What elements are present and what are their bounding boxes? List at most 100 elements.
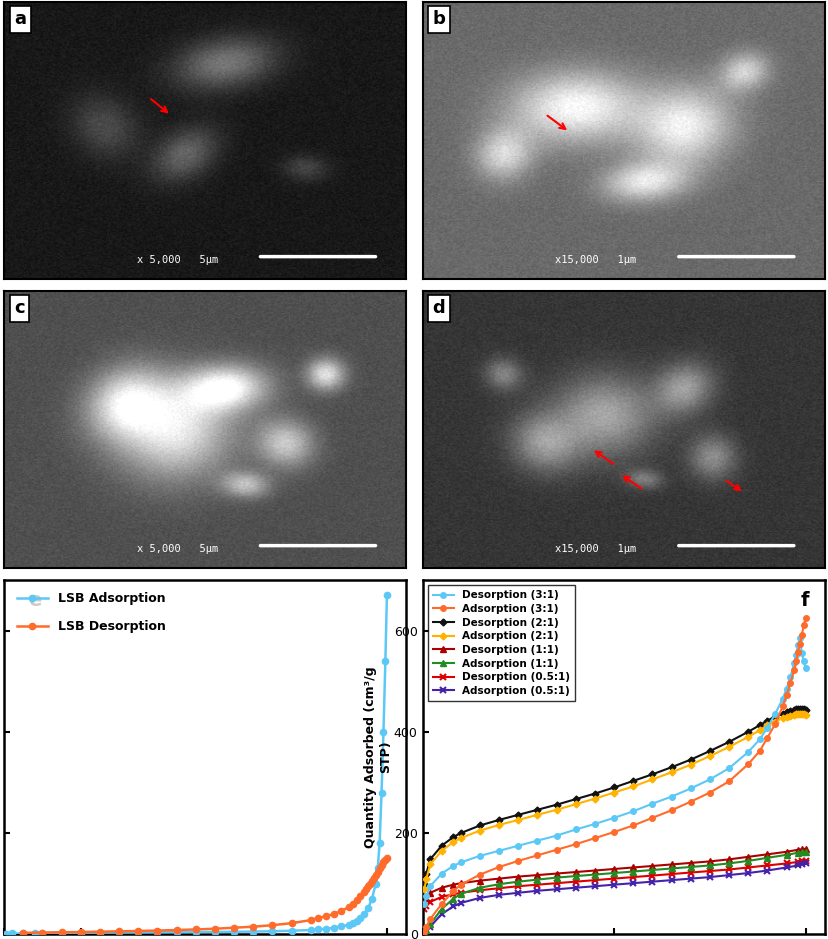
- Desorption (0.5:1): [436, 891, 446, 902]
- Desorption (0.5:1): [419, 903, 429, 915]
- Text: x15,000   1μm: x15,000 1μm: [555, 544, 636, 554]
- Desorption (3:1): [551, 830, 561, 841]
- Desorption (2:1): [590, 788, 599, 799]
- LSB Desorption: [133, 925, 143, 936]
- LSB Adsorption: [56, 927, 66, 938]
- LSB Desorption: [18, 927, 28, 938]
- Desorption (3:1): [609, 812, 619, 824]
- Adsorption (2:1): [800, 709, 810, 720]
- Adsorption (2:1): [609, 787, 619, 798]
- Adsorption (2:1): [647, 774, 657, 785]
- Adsorption (2:1): [421, 873, 431, 885]
- Desorption (3:1): [743, 747, 753, 758]
- Adsorption (3:1): [788, 665, 798, 676]
- Desorption (2:1): [570, 793, 580, 805]
- Desorption (3:1): [753, 733, 763, 745]
- Adsorption (2:1): [794, 708, 804, 719]
- LSB Desorption: [286, 917, 296, 929]
- Desorption (1:1): [436, 882, 446, 893]
- LSB Adsorption: [267, 926, 277, 937]
- Adsorption (3:1): [753, 746, 763, 757]
- Desorption (3:1): [513, 840, 522, 852]
- Adsorption (1:1): [666, 863, 676, 874]
- Desorption (0.5:1): [743, 862, 753, 873]
- Desorption (0.5:1): [792, 856, 802, 868]
- Adsorption (2:1): [777, 713, 787, 724]
- Desorption (2:1): [788, 704, 798, 716]
- Desorption (3:1): [792, 639, 802, 651]
- Desorption (1:1): [781, 846, 791, 857]
- Adsorption (3:1): [448, 885, 458, 897]
- LSB Adsorption: [306, 924, 315, 935]
- LSB Desorption: [373, 866, 383, 877]
- LSB Adsorption: [376, 787, 386, 798]
- Adsorption (0.5:1): [532, 885, 542, 897]
- Desorption (0.5:1): [570, 876, 580, 887]
- Line: Adsorption (1:1): Adsorption (1:1): [421, 849, 807, 936]
- Adsorption (2:1): [704, 750, 714, 762]
- Desorption (2:1): [790, 704, 800, 716]
- Adsorption (3:1): [455, 879, 465, 890]
- Adsorption (2:1): [666, 766, 676, 777]
- Desorption (2:1): [796, 703, 806, 715]
- Text: x15,000   1μm: x15,000 1μm: [555, 254, 636, 265]
- Adsorption (2:1): [455, 833, 465, 844]
- LSB Desorption: [364, 878, 374, 889]
- LSB Desorption: [190, 924, 200, 935]
- Desorption (0.5:1): [666, 869, 676, 880]
- Adsorption (0.5:1): [792, 860, 802, 871]
- Desorption (0.5:1): [425, 896, 435, 907]
- Adsorption (2:1): [753, 725, 763, 736]
- Desorption (1:1): [513, 871, 522, 883]
- LSB Adsorption: [382, 590, 392, 601]
- Desorption (3:1): [455, 856, 465, 868]
- Desorption (3:1): [647, 798, 657, 809]
- Adsorption (1:1): [570, 870, 580, 882]
- Desorption (1:1): [647, 860, 657, 871]
- Adsorption (2:1): [762, 719, 772, 731]
- Desorption (2:1): [647, 769, 657, 780]
- Desorption (2:1): [436, 840, 446, 852]
- Desorption (3:1): [421, 891, 431, 902]
- LSB Adsorption: [75, 927, 85, 938]
- Adsorption (2:1): [419, 883, 429, 894]
- LSB Adsorption: [355, 913, 365, 924]
- Adsorption (2:1): [781, 711, 791, 722]
- Desorption (0.5:1): [609, 873, 619, 885]
- Adsorption (1:1): [474, 882, 484, 893]
- Text: x 5,000   5μm: x 5,000 5μm: [137, 254, 218, 265]
- Desorption (0.5:1): [647, 870, 657, 881]
- LSB Desorption: [320, 911, 330, 922]
- Adsorption (2:1): [628, 781, 638, 793]
- LSB Adsorption: [30, 928, 40, 939]
- LSB Adsorption: [190, 927, 200, 938]
- LSB Desorption: [368, 872, 378, 884]
- Adsorption (3:1): [590, 833, 599, 844]
- Desorption (3:1): [666, 791, 676, 802]
- Adsorption (3:1): [704, 787, 714, 798]
- Adsorption (2:1): [551, 804, 561, 815]
- LSB Adsorption: [328, 922, 338, 933]
- Desorption (0.5:1): [590, 874, 599, 885]
- Adsorption (1:1): [551, 872, 561, 884]
- Adsorption (0.5:1): [743, 868, 753, 879]
- LSB Desorption: [114, 926, 124, 937]
- Desorption (0.5:1): [704, 866, 714, 877]
- LSB Adsorption: [336, 921, 346, 932]
- LSB Desorption: [374, 863, 384, 874]
- LSB Adsorption: [380, 655, 390, 667]
- Desorption (3:1): [532, 835, 542, 846]
- LSB Adsorption: [367, 893, 377, 904]
- Adsorption (0.5:1): [666, 874, 676, 885]
- Desorption (1:1): [704, 855, 714, 867]
- Desorption (3:1): [425, 881, 435, 892]
- Desorption (3:1): [570, 824, 580, 835]
- Adsorption (1:1): [425, 918, 435, 930]
- Desorption (1:1): [796, 843, 806, 854]
- Adsorption (2:1): [792, 708, 802, 719]
- Adsorption (3:1): [790, 655, 800, 667]
- Desorption (2:1): [723, 736, 733, 747]
- Desorption (3:1): [788, 658, 798, 670]
- LSB Desorption: [344, 901, 354, 913]
- Desorption (0.5:1): [796, 855, 806, 867]
